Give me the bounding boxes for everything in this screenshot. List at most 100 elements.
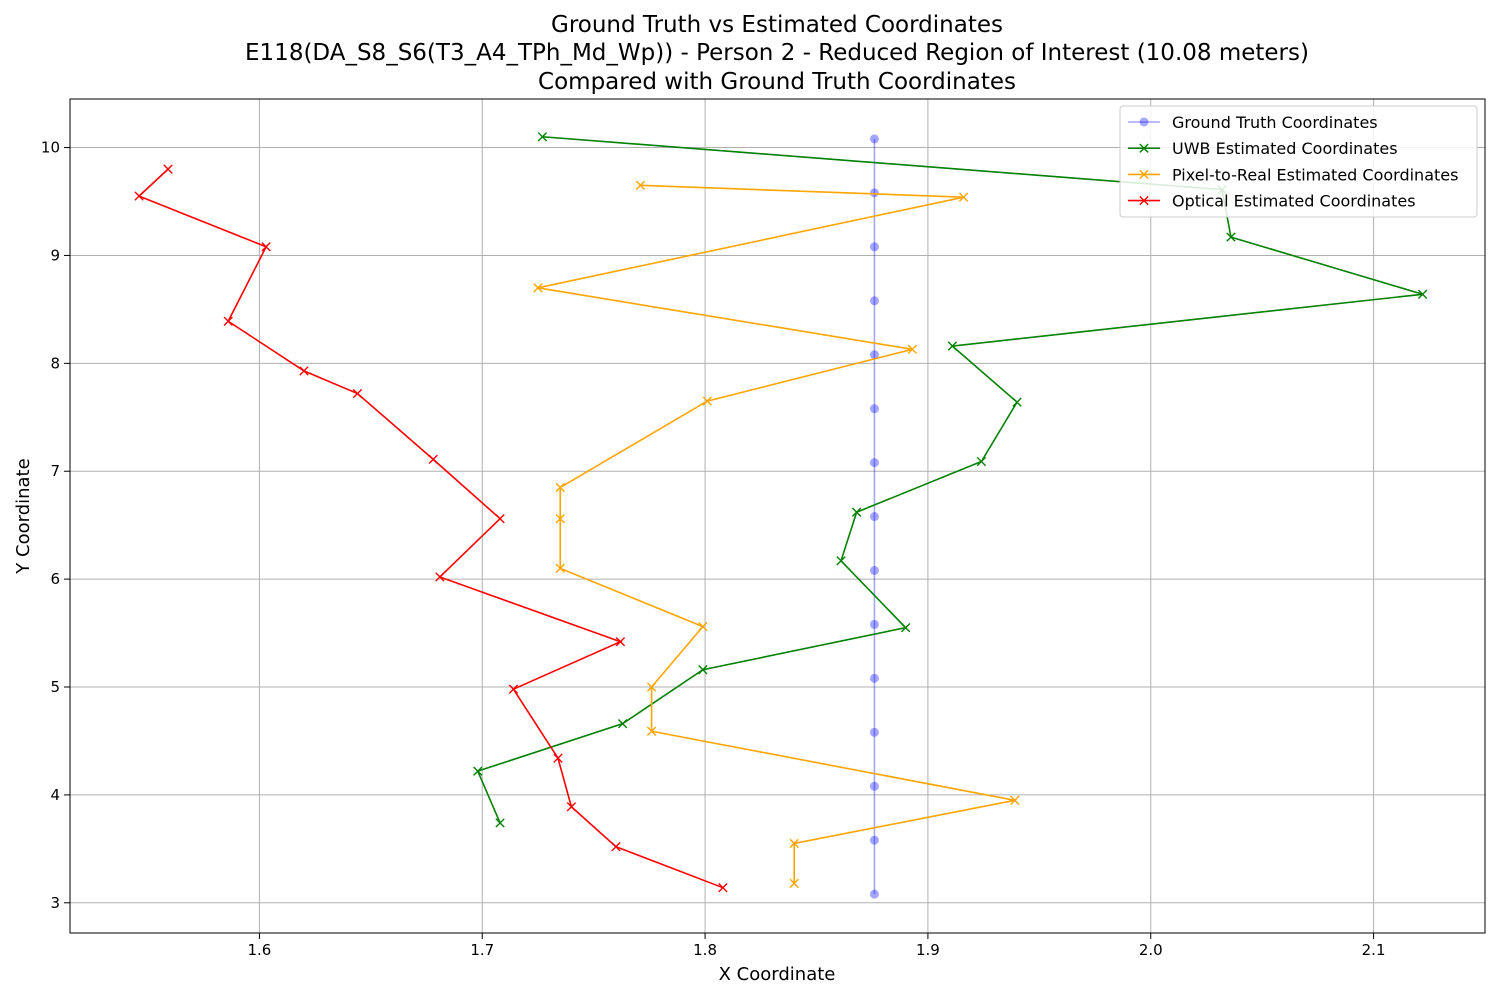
data-point — [1010, 795, 1020, 805]
legend-entry: UWB Estimated Coordinates — [1128, 139, 1398, 158]
chart-title: Ground Truth vs Estimated Coordinates E1… — [245, 12, 1309, 95]
data-point — [495, 818, 505, 828]
data-point — [869, 835, 879, 845]
x-tick-label: 1.7 — [470, 941, 494, 959]
axis-ticks: 1.6 1.7 1.8 1.9 2.0 2.1 3 4 5 6 7 8 9 10 — [41, 139, 1386, 959]
data-point — [555, 563, 565, 574]
data-point — [698, 621, 708, 632]
series-0 — [869, 134, 879, 899]
y-axis-label: Y Coordinate — [13, 458, 34, 574]
data-point — [869, 458, 879, 468]
data-point — [495, 514, 505, 524]
y-tick-label: 8 — [50, 354, 60, 372]
legend-label: Ground Truth Coordinates — [1172, 113, 1378, 132]
y-tick-label: 10 — [41, 139, 60, 157]
legend-marker — [1139, 143, 1149, 153]
data-point — [352, 388, 363, 399]
chart-title-line-2: E118(DA_S8_S6(T3_A4_TPh_Md_Wp)) - Person… — [245, 40, 1309, 66]
data-point — [646, 726, 657, 736]
data-point — [555, 514, 565, 524]
series-3 — [134, 164, 728, 893]
data-point — [789, 838, 799, 849]
data-point — [869, 781, 879, 791]
legend-box — [1119, 105, 1478, 218]
chart-title-line-1: Ground Truth vs Estimated Coordinates — [551, 12, 1003, 38]
x-tick-label: 2.0 — [1139, 941, 1163, 959]
x-tick-label: 2.1 — [1362, 941, 1386, 959]
data-point — [261, 242, 271, 252]
data-point — [473, 766, 483, 776]
data-point — [869, 350, 879, 360]
data-point — [869, 404, 879, 414]
data-point — [299, 366, 309, 376]
legend-marker — [1139, 117, 1149, 127]
data-point — [947, 341, 958, 351]
series-2 — [533, 180, 1020, 889]
data-point — [869, 134, 879, 144]
series-1 — [473, 132, 1428, 828]
y-tick-label: 3 — [50, 894, 60, 912]
data-point — [566, 802, 577, 812]
data-point — [869, 565, 879, 575]
data-point — [976, 456, 987, 467]
legend-marker — [1139, 169, 1149, 180]
y-tick-label: 6 — [50, 570, 60, 588]
legend-entry: Ground Truth Coordinates — [1128, 113, 1378, 132]
data-point — [869, 889, 879, 899]
data-point — [907, 344, 918, 355]
data-point — [553, 753, 563, 763]
legend-label: UWB Estimated Coordinates — [1172, 139, 1398, 158]
y-tick-label: 5 — [50, 678, 60, 696]
chart-title-line-3: Compared with Ground Truth Coordinates — [538, 69, 1016, 95]
data-point — [635, 180, 646, 191]
legend-label: Optical Estimated Coordinates — [1172, 192, 1416, 211]
data-point — [508, 684, 519, 694]
data-point — [617, 718, 628, 729]
series-line — [476, 135, 1423, 824]
legend-label: Pixel-to-Real Estimated Coordinates — [1172, 165, 1458, 184]
legend-entry: Pixel-to-Real Estimated Coordinates — [1128, 165, 1458, 184]
data-point — [958, 192, 969, 202]
data-point — [533, 283, 543, 293]
data-point — [869, 512, 879, 522]
data-point — [646, 682, 657, 692]
data-point — [428, 454, 438, 465]
series-layer — [134, 132, 1428, 899]
data-point — [869, 673, 879, 683]
data-point — [869, 296, 879, 306]
data-point — [1012, 397, 1022, 407]
grid-lines — [70, 99, 1485, 933]
y-tick-label: 4 — [50, 786, 60, 804]
x-tick-label: 1.6 — [247, 941, 271, 959]
data-point — [1417, 289, 1428, 299]
y-tick-label: 7 — [50, 462, 60, 480]
data-point — [134, 191, 144, 201]
data-point — [869, 619, 879, 629]
data-point — [555, 482, 565, 493]
data-point — [836, 556, 846, 566]
legend: Ground Truth Coordinates UWB Estimated Co… — [1119, 105, 1478, 218]
x-tick-label: 1.9 — [916, 941, 940, 959]
data-point — [223, 316, 233, 326]
data-point — [615, 636, 626, 647]
data-point — [869, 242, 879, 252]
legend-entries: Ground Truth Coordinates UWB Estimated Co… — [1128, 113, 1458, 211]
legend-entry: Optical Estimated Coordinates — [1128, 192, 1416, 211]
data-point — [869, 727, 879, 737]
data-point — [900, 622, 911, 633]
data-point — [702, 396, 713, 406]
data-point — [537, 132, 548, 142]
data-point — [1226, 232, 1236, 242]
x-axis-label: X Coordinate — [719, 964, 836, 985]
data-point — [435, 572, 445, 582]
legend-marker — [1139, 195, 1149, 206]
data-point — [851, 507, 862, 517]
x-tick-label: 1.8 — [693, 941, 717, 959]
series-line — [537, 184, 1015, 884]
y-tick-label: 9 — [50, 246, 60, 264]
data-point — [698, 665, 708, 675]
data-point — [163, 164, 173, 174]
data-point — [789, 878, 799, 889]
data-point — [611, 841, 621, 852]
